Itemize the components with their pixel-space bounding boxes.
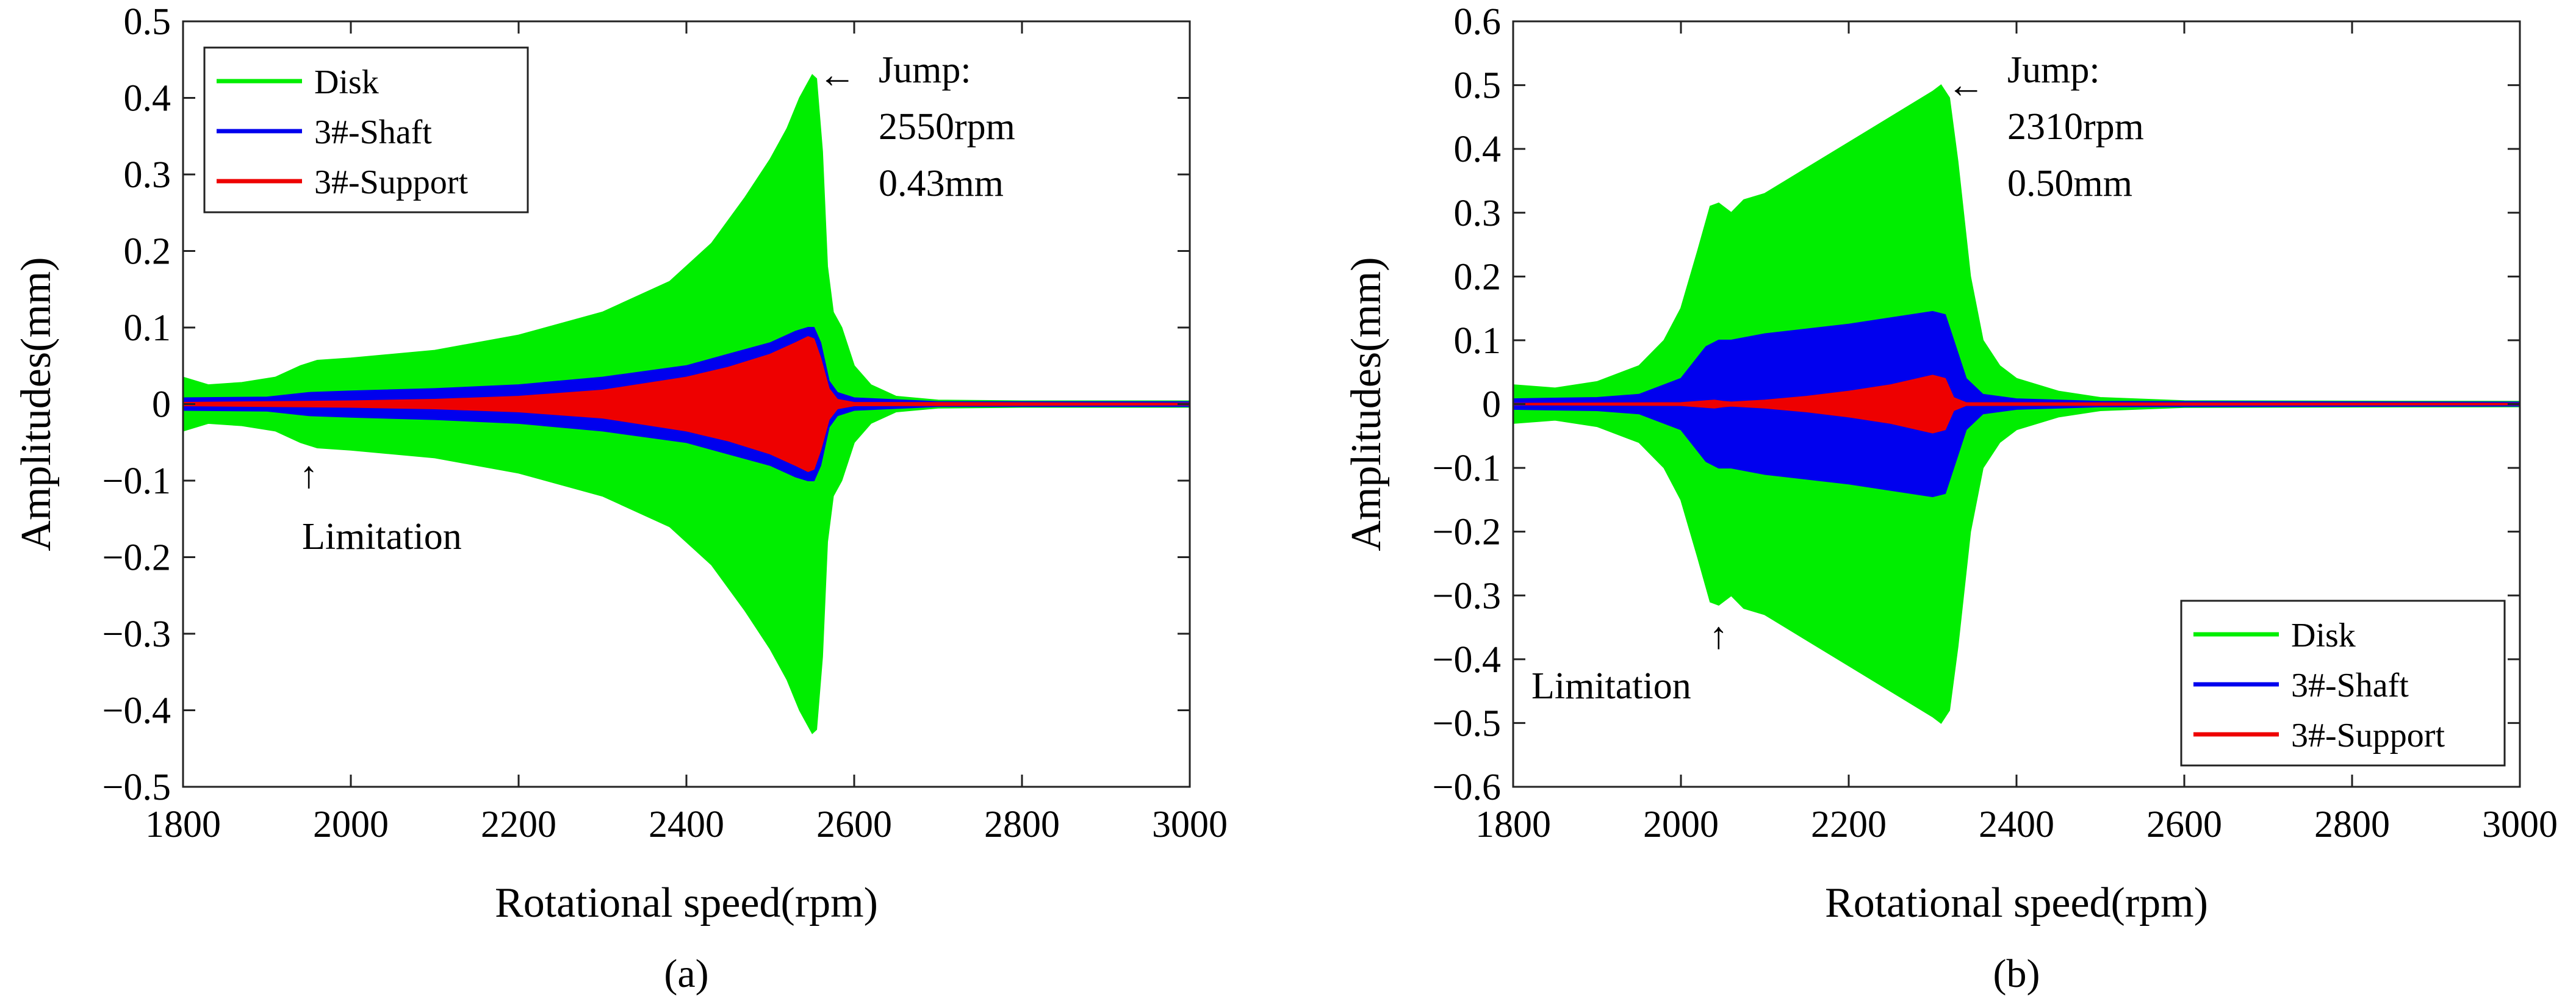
x-tick-label: 3000	[1152, 804, 1228, 845]
panel-a: 1800 2000 2200 2400 2600 2800 3000 0.5 0.4 0.3 0.2…	[13, 1, 1228, 996]
legend-label-shaft: 3#-Shaft	[2291, 667, 2409, 704]
y-tick-label: 0.4	[1454, 129, 1502, 170]
y-tick-label: −0.1	[103, 460, 171, 502]
y-tick-label: −0.2	[103, 537, 171, 579]
legend-label-support: 3#-Support	[314, 163, 468, 201]
x-tick-label: 2400	[1979, 804, 2054, 845]
y-tick-label: −0.2	[1433, 512, 1501, 553]
y-tick-label: −0.4	[103, 690, 171, 732]
y-tick-label: 0.1	[124, 307, 171, 349]
y-tick-label: 0.6	[1454, 1, 1502, 43]
x-tick-label: 2800	[984, 804, 1060, 845]
jump-annotation-line: 0.50mm	[2007, 163, 2132, 204]
y-axis-label: Amplitudes(mm)	[1343, 257, 1390, 551]
jump-annotation-line: Jump:	[2007, 49, 2100, 91]
legend-label-support: 3#-Support	[2291, 717, 2445, 754]
x-tick-label: 2600	[2146, 804, 2222, 845]
y-tick-label: 0	[152, 384, 171, 426]
y-tick-label: 0.3	[1454, 193, 1502, 234]
x-tick-label: 2800	[2314, 804, 2390, 845]
jump-annotation-line: Jump:	[879, 49, 971, 91]
limitation-arrow: ↑	[300, 454, 318, 496]
y-tick-label: 0.2	[124, 231, 171, 273]
x-tick-label: 2000	[313, 804, 389, 845]
x-tick-label: 1800	[1475, 804, 1551, 845]
legend-label-disk: Disk	[2291, 617, 2356, 654]
legend: Disk 3#-Shaft 3#-Support	[2180, 600, 2506, 767]
jump-annotation-line: 0.43mm	[879, 163, 1004, 204]
plot-area	[1513, 84, 2520, 724]
jump-arrow: ←	[1947, 65, 1985, 106]
y-tick-label: −0.4	[1433, 639, 1501, 681]
x-tick-label: 1800	[145, 804, 221, 845]
y-tick-label: 0.1	[1454, 320, 1502, 362]
plot-area	[183, 74, 1190, 734]
y-tick-label: 0.5	[124, 1, 171, 43]
y-tick-label: 0.4	[124, 78, 171, 120]
y-tick-label: 0	[1482, 384, 1501, 426]
y-tick-label: −0.5	[103, 767, 171, 808]
x-tick-label: 2000	[1643, 804, 1719, 845]
y-tick-label: −0.5	[1433, 703, 1501, 744]
y-tick-label: 0.2	[1454, 256, 1502, 298]
y-tick-label: 0.3	[124, 154, 171, 196]
y-tick-label: 0.5	[1454, 65, 1502, 107]
legend-box	[2180, 600, 2506, 767]
y-axis-label: Amplitudes(mm)	[13, 257, 60, 551]
jump-annotation-line: 2550rpm	[879, 106, 1015, 148]
x-tick-label: 2200	[481, 804, 556, 845]
x-tick-label: 2200	[1811, 804, 1887, 845]
y-tick-label: −0.3	[1433, 575, 1501, 617]
limitation-label: Limitation	[302, 516, 462, 557]
panel-label: (b)	[1993, 951, 2040, 996]
limitation-label: Limitation	[1531, 665, 1691, 707]
x-tick-label: 3000	[2482, 804, 2558, 845]
legend: Disk 3#-Shaft 3#-Support	[203, 46, 529, 213]
legend-label-shaft: 3#-Shaft	[314, 113, 432, 151]
y-tick-label: −0.1	[1433, 448, 1501, 489]
panel-label: (a)	[664, 951, 708, 996]
jump-annotation-line: 2310rpm	[2007, 106, 2144, 148]
x-axis-label: Rotational speed(rpm)	[495, 880, 878, 926]
y-tick-label: −0.6	[1433, 767, 1501, 808]
x-tick-label: 2400	[649, 804, 724, 845]
panel-b: 1800 2000 2200 2400 2600 2800 3000 0.6 0.5 0.4 0.3…	[1343, 1, 2558, 996]
jump-arrow: ←	[818, 54, 856, 96]
legend-label-disk: Disk	[314, 63, 379, 101]
x-axis-label: Rotational speed(rpm)	[1825, 880, 2208, 926]
limitation-arrow: ↑	[1709, 615, 1728, 657]
x-tick-label: 2600	[816, 804, 892, 845]
y-tick-label: −0.3	[103, 614, 171, 655]
